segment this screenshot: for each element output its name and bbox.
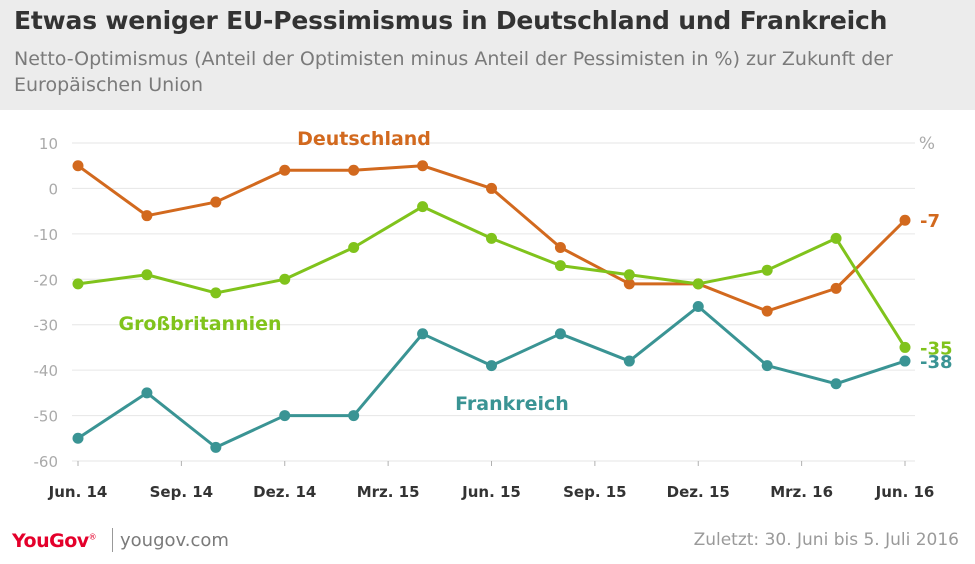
footer-site-link[interactable]: yougov.com xyxy=(120,530,229,551)
data-point-deutschland xyxy=(830,282,842,294)
y-tick-label: 10 xyxy=(39,135,58,153)
data-point-grossbritannien xyxy=(899,341,911,353)
x-tick-label: Jun. 15 xyxy=(461,483,521,501)
data-point-deutschland xyxy=(210,196,222,208)
end-label-frankreich: -38 xyxy=(920,352,953,373)
label-layer: -7 -35-38 Deutschland Großbritannien Frankre… xyxy=(118,128,952,415)
y-tick-label: -60 xyxy=(34,453,59,471)
y-tick-label: -10 xyxy=(34,226,59,244)
x-tick-label: Sep. 14 xyxy=(150,483,214,501)
data-point-grossbritannien xyxy=(141,269,153,281)
yougov-logo-text: YouGov xyxy=(12,530,89,552)
data-point-grossbritannien xyxy=(210,287,222,299)
data-point-deutschland xyxy=(899,214,911,226)
data-point-grossbritannien xyxy=(279,273,291,285)
data-point-grossbritannien xyxy=(348,241,360,253)
data-point-deutschland xyxy=(141,210,153,222)
data-point-grossbritannien xyxy=(554,260,566,272)
data-point-frankreich xyxy=(486,360,497,372)
data-point-grossbritannien xyxy=(417,201,429,213)
y-tick-label: 0 xyxy=(48,180,58,198)
chart-header: Etwas weniger EU-Pessimismus in Deutschl… xyxy=(0,0,975,110)
data-point-frankreich xyxy=(417,328,429,340)
chart-title: Etwas weniger EU-Pessimismus in Deutschl… xyxy=(14,6,888,35)
footer-date-note: Zuletzt: 30. Juni bis 5. Juli 2016 xyxy=(693,530,959,550)
data-point-grossbritannien xyxy=(623,269,635,281)
data-point-deutschland xyxy=(72,160,84,172)
data-point-frankreich xyxy=(554,328,566,340)
series-name-deutschland: Deutschland xyxy=(297,128,431,150)
data-point-frankreich xyxy=(279,410,291,422)
data-point-frankreich xyxy=(141,387,153,399)
chart-subtitle: Netto-Optimismus (Anteil der Optimisten … xyxy=(14,48,893,96)
end-label-deutschland: -7 xyxy=(920,211,940,232)
data-point-deutschland xyxy=(554,241,566,253)
y-tick-label: -50 xyxy=(34,408,59,426)
data-point-deutschland xyxy=(417,160,429,172)
registered-mark: ® xyxy=(88,532,97,542)
y-tick-label: -30 xyxy=(34,317,59,335)
data-point-frankreich xyxy=(692,301,704,313)
unit-label: % xyxy=(919,134,935,154)
x-tick-label: Dez. 15 xyxy=(667,483,730,501)
data-point-frankreich xyxy=(830,378,842,390)
data-point-grossbritannien xyxy=(761,264,773,276)
data-point-frankreich xyxy=(210,441,222,453)
x-tick-label: Jun. 16 xyxy=(875,483,935,501)
x-tick-label: Sep. 15 xyxy=(563,483,627,501)
data-point-frankreich xyxy=(348,410,360,422)
data-point-frankreich xyxy=(761,360,773,372)
data-point-frankreich xyxy=(623,355,635,367)
data-point-frankreich xyxy=(899,355,911,367)
x-tick-label: Mrz. 16 xyxy=(770,483,833,501)
series-name-grossbritannien: Großbritannien xyxy=(118,313,281,335)
line-chart: 10 0 -10 -20 -30 -40 -50 -60% Jun. 14 Sep. 14 Dez.… xyxy=(34,128,953,501)
data-point-deutschland xyxy=(348,164,360,176)
series-name-frankreich: Frankreich xyxy=(455,393,569,415)
footer-divider xyxy=(112,528,113,552)
data-point-deutschland xyxy=(761,305,773,317)
series-layer xyxy=(72,160,911,453)
y-tick-label: -40 xyxy=(34,362,59,380)
data-point-deutschland xyxy=(623,278,635,290)
data-point-grossbritannien xyxy=(72,278,84,290)
data-point-grossbritannien xyxy=(830,232,842,244)
yougov-logo[interactable]: YouGov® xyxy=(12,530,97,552)
data-point-deutschland xyxy=(279,164,291,176)
data-point-frankreich xyxy=(72,432,84,444)
x-tick-label: Mrz. 15 xyxy=(357,483,420,501)
data-point-grossbritannien xyxy=(486,232,497,244)
end-label-grossbritannien: -35 xyxy=(920,338,953,359)
y-tick-label: -20 xyxy=(34,271,59,289)
data-point-grossbritannien xyxy=(692,278,704,290)
x-tick-label: Jun. 14 xyxy=(48,483,108,501)
axis-layer: 10 0 -10 -20 -30 -40 -50 -60% Jun. 14 Sep. 14 Dez.… xyxy=(34,134,936,501)
data-point-deutschland xyxy=(486,182,497,194)
x-tick-label: Dez. 14 xyxy=(253,483,316,501)
